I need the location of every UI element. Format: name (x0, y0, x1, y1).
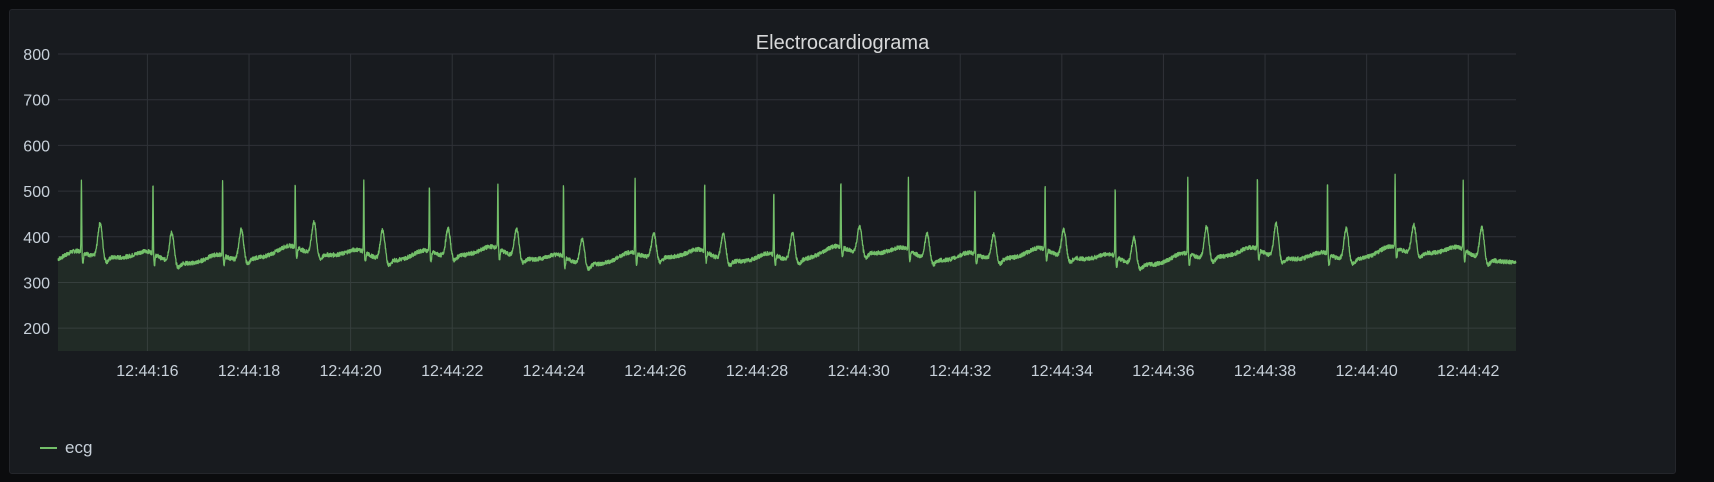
x-tick-label-12:44:30: 12:44:30 (827, 363, 889, 380)
y-tick-label-800: 800 (23, 47, 50, 64)
x-tick-label-12:44:22: 12:44:22 (421, 363, 483, 380)
x-tick-label-12:44:38: 12:44:38 (1234, 363, 1296, 380)
chart-panel: Electrocardiograma 200 300 400 500 600 700 800… (9, 9, 1676, 474)
x-tick-label-12:44:42: 12:44:42 (1437, 363, 1499, 380)
x-tick-label-12:44:34: 12:44:34 (1031, 363, 1093, 380)
y-tick-label-500: 500 (23, 184, 50, 201)
x-tick-label-12:44:18: 12:44:18 (218, 363, 280, 380)
y-tick-label-400: 400 (23, 230, 50, 247)
y-tick-label-600: 600 (23, 138, 50, 155)
x-tick-label-12:44:36: 12:44:36 (1132, 363, 1194, 380)
x-tick-label-12:44:40: 12:44:40 (1336, 363, 1398, 380)
x-tick-label-12:44:16: 12:44:16 (116, 363, 178, 380)
x-tick-label-12:44:26: 12:44:26 (624, 363, 686, 380)
legend-swatch-ecg (40, 447, 57, 449)
x-tick-label-12:44:28: 12:44:28 (726, 363, 788, 380)
ecg-area-fill (58, 174, 1516, 351)
panel-title[interactable]: Electrocardiograma (755, 32, 930, 54)
x-tick-label-12:44:32: 12:44:32 (929, 363, 991, 380)
legend-label-ecg[interactable]: ecg (65, 438, 93, 457)
legend[interactable]: ecg (40, 438, 92, 458)
x-tick-label-12:44:20: 12:44:20 (319, 363, 381, 380)
y-tick-label-300: 300 (23, 275, 50, 292)
ecg-series-line (57, 173, 1517, 272)
x-tick-label-12:44:24: 12:44:24 (523, 363, 585, 380)
ecg-chart[interactable]: 200 300 400 500 600 700 800 12:44:16 12:44:18 12:… (10, 10, 1675, 473)
y-tick-label-200: 200 (23, 321, 50, 338)
y-tick-label-700: 700 (23, 93, 50, 110)
